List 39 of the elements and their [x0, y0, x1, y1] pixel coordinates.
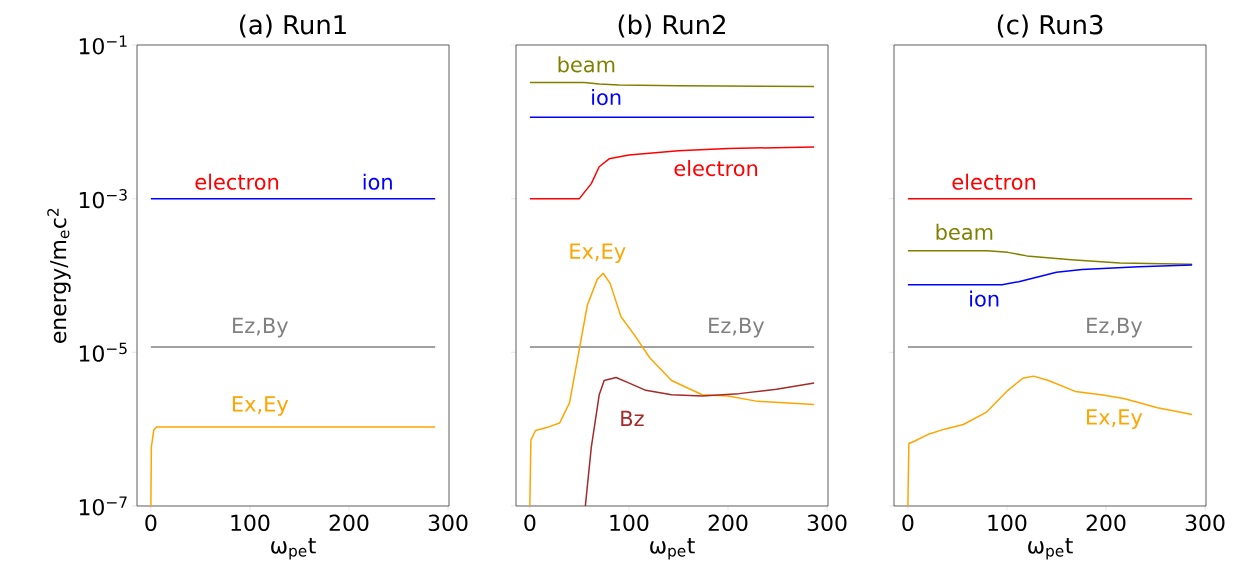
series-label: beam: [558, 56, 615, 73]
series-label: Bz: [621, 410, 644, 427]
series-label: Ez,By: [709, 317, 765, 338]
x-axis-title: ω$_{pe}$t: [650, 537, 695, 560]
x-tick-label: 200: [1086, 514, 1126, 532]
series-label: electron: [674, 159, 758, 177]
series-label: ion: [363, 173, 392, 190]
series-label: Ez,By: [233, 317, 289, 338]
x-tick-label: 100: [231, 514, 270, 532]
x-tick-label: 300: [1185, 514, 1225, 532]
x-tick-label: 0: [902, 514, 914, 532]
chart-title: (c) Run3: [997, 14, 1103, 38]
y-tick-label: 10$^{−3}$: [79, 189, 127, 209]
series-label: ion: [970, 290, 999, 307]
x-tick-label: 100: [610, 514, 649, 532]
series-label: Ex,Ey: [232, 396, 289, 416]
legend-label: electron: [195, 173, 279, 190]
y-tick-label: 10$^{−7}$: [79, 496, 127, 516]
series-label: electron: [952, 173, 1036, 190]
x-tick-label: 200: [708, 514, 748, 532]
y-tick-label: 10$^{−1}$: [79, 35, 127, 55]
x-tick-label: 300: [428, 514, 468, 532]
chart-title: (b) Run2: [618, 14, 725, 38]
series-label: Ez,By: [1087, 317, 1143, 338]
series-label: ion: [592, 88, 621, 106]
line-series: [150, 426, 436, 506]
y-axis-title: energy/m$_{e}$c$^{2}$: [47, 208, 71, 343]
y-tick-label: 10$^{−5}$: [79, 342, 127, 362]
series-label: Ex,Ey: [1087, 409, 1143, 429]
x-tick-label: 300: [807, 514, 847, 532]
series-label: Ex,Ey: [570, 243, 626, 264]
series-label: beam: [936, 223, 993, 240]
x-tick-label: 100: [988, 514, 1027, 532]
x-axis-title: ω$_{pe}$t: [271, 537, 316, 560]
x-tick-label: 0: [145, 514, 157, 532]
x-axis-title: ω$_{pe}$t: [1028, 537, 1073, 560]
x-tick-label: 200: [329, 514, 369, 532]
x-tick-label: 0: [524, 514, 536, 532]
chart-title: (a) Run1: [239, 14, 346, 38]
